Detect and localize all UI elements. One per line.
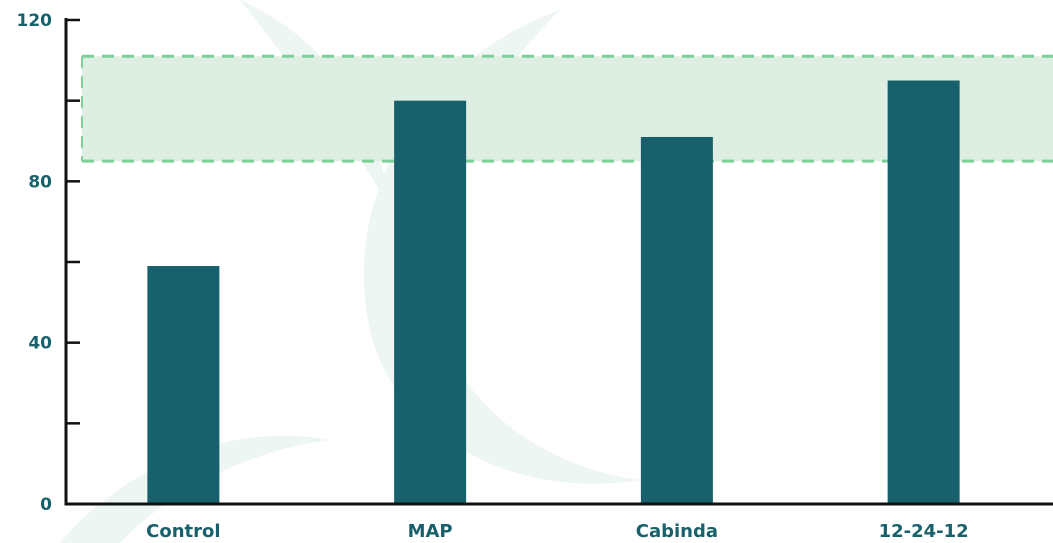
y-axis-ticks: 0 40 80 120 — [17, 11, 80, 515]
bar-map — [394, 100, 467, 505]
bars — [147, 80, 960, 505]
y-tick-label: 40 — [28, 334, 52, 354]
bar-control — [147, 266, 220, 504]
y-tick-label: 0 — [40, 495, 52, 515]
x-category-label: Control — [146, 521, 220, 542]
x-axis-labels: Control MAP Cabinda 12-24-12 — [146, 521, 969, 542]
watermark-swoosh — [60, 435, 330, 543]
bar-12-24-12 — [887, 80, 960, 504]
y-tick-label: 80 — [28, 172, 52, 192]
bar-cabinda — [640, 136, 713, 504]
y-tick-label: 120 — [17, 11, 53, 31]
x-category-label: Cabinda — [636, 521, 718, 542]
x-category-label: MAP — [408, 521, 453, 542]
x-category-label: 12-24-12 — [879, 521, 969, 542]
